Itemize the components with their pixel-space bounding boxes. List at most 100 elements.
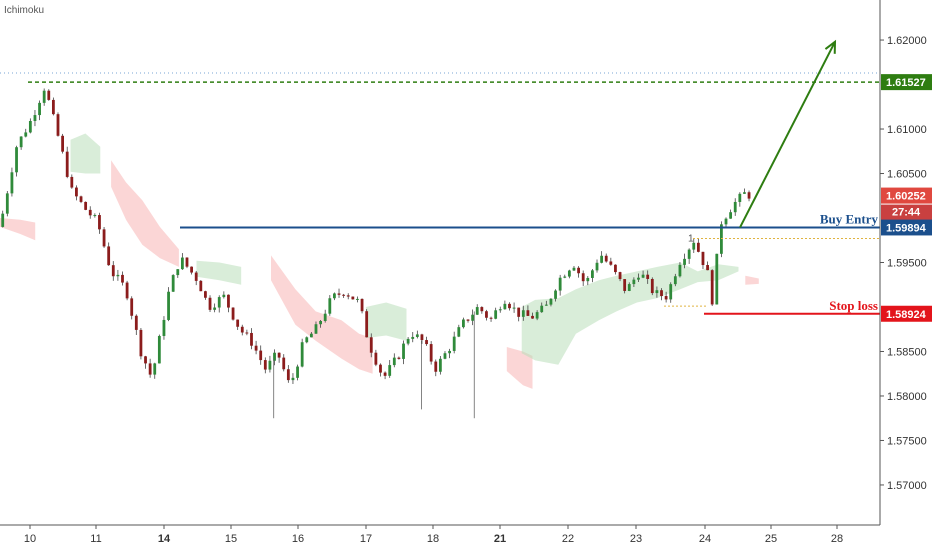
current-price-text: 1.60252 <box>886 191 926 203</box>
candle-body <box>153 363 157 375</box>
price-levels[interactable]: 1.61527 1.59894 Buy Entry 1.58924 Stop loss 1… <box>28 74 932 322</box>
candle-body <box>664 296 668 300</box>
y-tick-label: 1.58500 <box>887 346 927 358</box>
candle-body <box>291 377 295 381</box>
candle-body <box>379 364 382 373</box>
candle-body <box>438 358 442 372</box>
candle-body <box>296 366 299 378</box>
candle-body <box>319 320 322 325</box>
candle-body <box>139 329 143 357</box>
candle-body <box>406 338 410 344</box>
candle-body <box>65 151 69 177</box>
candle-body <box>512 307 516 309</box>
candle-body <box>282 357 286 370</box>
x-tick-label: 11 <box>90 533 101 545</box>
candle-body <box>204 291 207 298</box>
level-price-buy-entry: 1.59894 <box>886 222 927 234</box>
candle-body <box>15 147 18 173</box>
candle-body <box>544 304 548 306</box>
candle-body <box>185 257 189 267</box>
candle-body <box>277 352 281 358</box>
x-tick-label: 28 <box>831 533 843 545</box>
candle-body <box>199 280 203 292</box>
candle-body <box>125 282 129 299</box>
candle-body <box>88 209 92 216</box>
cloud-bullish <box>70 133 101 174</box>
candle-body <box>549 298 553 305</box>
candle-body <box>623 279 627 291</box>
candle-body <box>286 369 290 381</box>
candle-body <box>10 172 14 194</box>
candle-body <box>323 313 327 321</box>
candle-body <box>180 257 184 270</box>
projection-arrow[interactable] <box>739 39 837 228</box>
countdown-text: 27:44 <box>892 207 921 219</box>
cloud-bearish <box>745 275 759 285</box>
candle-body <box>411 336 415 339</box>
candle-body <box>420 334 424 341</box>
candle-body <box>171 275 175 292</box>
candle-body <box>535 312 539 319</box>
candle-body <box>273 352 276 361</box>
x-tick-label: 25 <box>765 533 777 545</box>
candle-body <box>369 337 373 353</box>
candle-body <box>471 314 475 321</box>
candle-body <box>107 246 111 266</box>
candle-body <box>425 340 428 345</box>
candle-body <box>627 284 631 291</box>
candle-body <box>710 270 714 305</box>
current-price-tag <box>881 187 932 204</box>
candle-body <box>111 265 115 277</box>
level-price-stop-loss: 1.58924 <box>886 309 927 321</box>
candle-body <box>51 99 55 115</box>
candle-body <box>24 132 28 137</box>
candle-body <box>650 278 654 294</box>
candle-body <box>217 297 221 308</box>
y-tick-label: 1.59500 <box>887 258 927 270</box>
candle-body <box>443 353 447 359</box>
candle-body <box>79 196 83 202</box>
candle-body <box>222 294 226 298</box>
x-tick-label: 24 <box>699 533 711 545</box>
candle-body <box>466 319 470 321</box>
y-tick-label: 1.61000 <box>887 124 927 136</box>
candle-body <box>56 114 60 136</box>
candle-body <box>577 267 580 274</box>
arrow-shaft[interactable] <box>739 41 836 228</box>
candle-body <box>121 274 124 283</box>
x-tick-label: 18 <box>427 533 439 545</box>
x-tick-label: 14 <box>158 533 171 545</box>
candle-body <box>646 274 650 279</box>
y-tick-label: 1.57000 <box>887 480 927 492</box>
candle-body <box>701 251 705 266</box>
candle-body <box>38 102 41 116</box>
candle-body <box>300 342 304 367</box>
candle-body <box>696 242 700 252</box>
candle-body <box>342 294 346 296</box>
candle-body <box>715 253 719 305</box>
candle-body <box>84 201 88 210</box>
candle-body <box>692 242 696 250</box>
candle-body <box>554 290 557 299</box>
candle-body <box>489 317 493 319</box>
candle-body <box>724 218 728 225</box>
candle-body <box>176 269 180 276</box>
level-price-target: 1.61527 <box>886 77 926 89</box>
candle-body <box>1 213 5 227</box>
candle-body <box>641 274 645 278</box>
candle-body <box>462 319 465 328</box>
candle-body <box>102 229 106 247</box>
arrow-head <box>824 39 837 54</box>
candle-body <box>162 319 166 336</box>
candle-body <box>669 284 673 300</box>
candle-body <box>263 360 267 370</box>
candle-body <box>254 345 258 351</box>
candle-body <box>98 215 101 230</box>
y-tick-label: 1.58000 <box>887 391 927 403</box>
x-tick-label: 16 <box>292 533 304 545</box>
x-tick-label: 21 <box>494 533 506 545</box>
candle-body <box>655 290 659 294</box>
